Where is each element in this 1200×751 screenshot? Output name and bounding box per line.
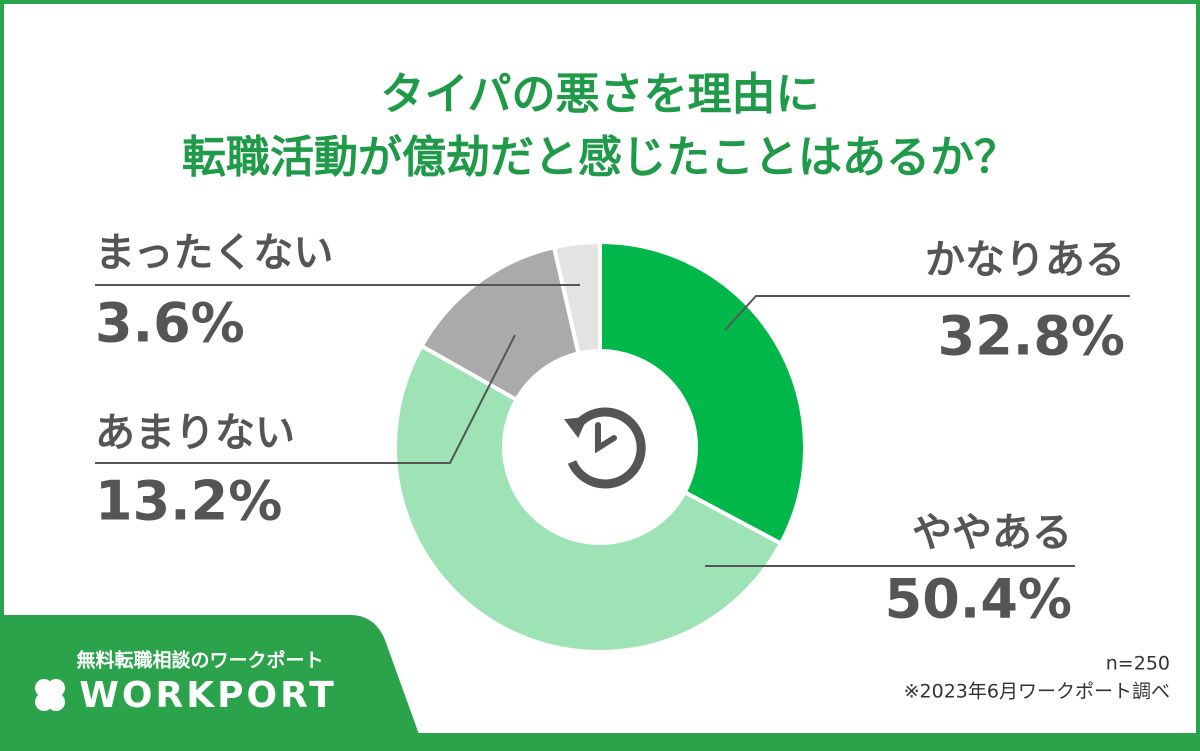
donut (393, 239, 807, 654)
category-label: あまりない (95, 410, 295, 456)
title-line: タイパの悪さを理由に (380, 69, 819, 120)
brand-tab (0, 615, 425, 751)
source: ※2023年6月ワークポート調べ (904, 681, 1170, 703)
slice (551, 239, 602, 356)
value-label: 50.4% (885, 568, 1072, 631)
brand-logo (35, 679, 65, 711)
leader-line (724, 295, 1130, 331)
brand-tagline: 無料転職相談のワークポート (76, 649, 323, 672)
value-label: 13.2% (95, 470, 282, 533)
category-label: まったくない (95, 230, 333, 276)
leader-line (95, 334, 516, 464)
slice (598, 239, 807, 547)
title-line: 転職活動が億劫だと感じたことはあるか？ (182, 132, 1018, 183)
brand-name: WORKPORT (79, 675, 337, 716)
category-label: かなりある (925, 237, 1125, 283)
value-label: 3.6% (95, 292, 245, 355)
category-label: ややある (912, 510, 1072, 556)
slice (393, 343, 784, 654)
sample-size: n=250 (1106, 653, 1170, 675)
center-icon (564, 407, 646, 489)
value-label: 32.8% (938, 305, 1125, 368)
